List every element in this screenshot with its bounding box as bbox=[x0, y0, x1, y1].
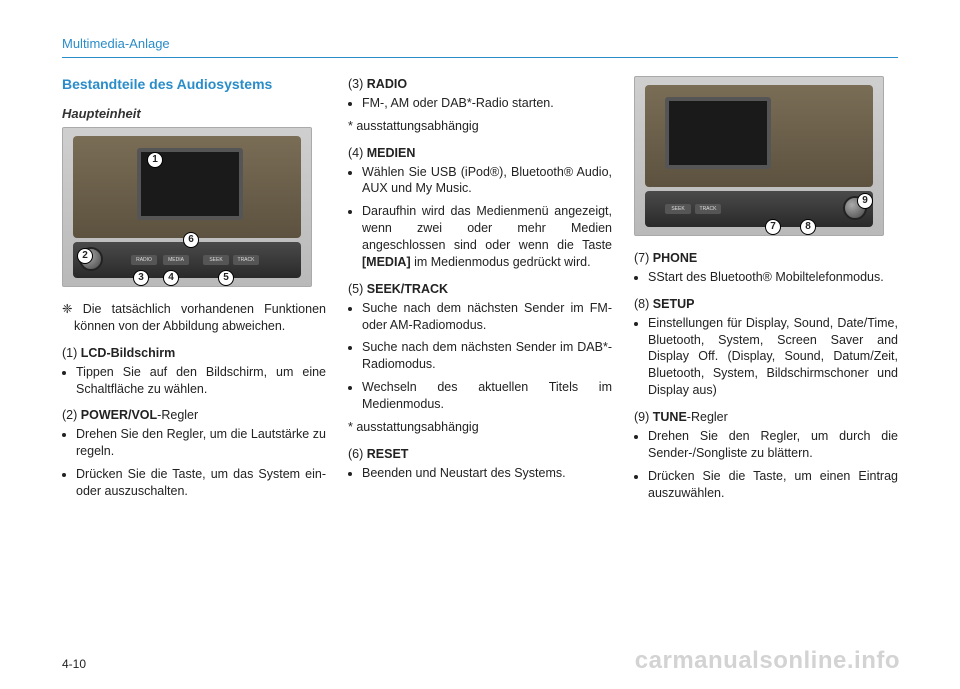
item-4-bullet-a: Wählen Sie USB (iPod®), Bluetooth® Audio… bbox=[362, 164, 612, 198]
item-2-label-rest: -Regler bbox=[157, 408, 198, 422]
fig-btn-media: MEDIA bbox=[163, 255, 189, 265]
item-2-bullet-a: Drehen Sie den Regler, um die Lautstärke… bbox=[76, 426, 326, 460]
callout-6: 6 bbox=[183, 232, 199, 248]
item-7-label: PHONE bbox=[653, 251, 697, 265]
item-9-label-rest: -Regler bbox=[687, 410, 728, 424]
item-2-label-bold: POWER/VOL bbox=[81, 408, 157, 422]
item-4-label: MEDIEN bbox=[367, 146, 416, 160]
item-4-num: (4) bbox=[348, 146, 363, 160]
item-5-bullet-a: Suche nach dem nächsten Sender im FM- od… bbox=[362, 300, 612, 334]
fig2-btn-seek: SEEK bbox=[665, 204, 691, 214]
item-8-head: (8) SETUP bbox=[634, 296, 898, 313]
callout-2: 2 bbox=[77, 248, 93, 264]
section-title: Bestandteile des Audiosystems bbox=[62, 76, 326, 92]
item-7-num: (7) bbox=[634, 251, 649, 265]
item-4-bullets: Wählen Sie USB (iPod®), Bluetooth® Audio… bbox=[348, 164, 612, 271]
item-3-bullet: FM-, AM oder DAB*-Radio starten. bbox=[362, 95, 612, 112]
item-7-bullets: SStart des Bluetooth® Mobiltelefonmodus. bbox=[634, 269, 898, 286]
item-7-head: (7) PHONE bbox=[634, 250, 898, 267]
item-6-label: RESET bbox=[367, 447, 409, 461]
figure-right-panel: SEEK TRACK 7 8 9 bbox=[634, 76, 884, 236]
column-1: Bestandteile des Audiosystems Haupteinhe… bbox=[62, 76, 326, 511]
page-number: 4-10 bbox=[62, 657, 86, 671]
item-3-bullets: FM-, AM oder DAB*-Radio starten. bbox=[348, 95, 612, 112]
note-prefix: ❈ bbox=[62, 302, 72, 316]
item-9-head: (9) TUNE-Regler bbox=[634, 409, 898, 426]
fig-btn-radio: RADIO bbox=[131, 255, 157, 265]
item-5-num: (5) bbox=[348, 282, 363, 296]
item-1-label: LCD-Bildschirm bbox=[81, 346, 175, 360]
item-1-head: (1) LCD-Bildschirm bbox=[62, 345, 326, 362]
item-1-bullet: Tippen Sie auf den Bildschirm, um eine S… bbox=[76, 364, 326, 398]
item-3-num: (3) bbox=[348, 77, 363, 91]
callout-1: 1 bbox=[147, 152, 163, 168]
item-2-head: (2) POWER/VOL-Regler bbox=[62, 407, 326, 424]
callout-7: 7 bbox=[765, 219, 781, 235]
callout-8: 8 bbox=[800, 219, 816, 235]
item-9-num: (9) bbox=[634, 410, 649, 424]
fig2-btn-track: TRACK bbox=[695, 204, 721, 214]
item-5-head: (5) SEEK/TRACK bbox=[348, 281, 612, 298]
figure-note: ❈ Die tatsächlich vorhandenen Funktionen… bbox=[62, 301, 326, 335]
column-3: SEEK TRACK 7 8 9 (7) PHONE SStart des Bl… bbox=[634, 76, 898, 511]
item-1-num: (1) bbox=[62, 346, 77, 360]
media-key-bold: [MEDIA] bbox=[362, 255, 411, 269]
item-8-label: SETUP bbox=[653, 297, 695, 311]
callout-3: 3 bbox=[133, 270, 149, 286]
item-8-num: (8) bbox=[634, 297, 649, 311]
item-5-label: SEEK/TRACK bbox=[367, 282, 448, 296]
item-3-footnote: * ausstattungsabhängig bbox=[348, 118, 612, 135]
item-5-bullets: Suche nach dem nächsten Sender im FM- od… bbox=[348, 300, 612, 413]
fig2-screen bbox=[665, 97, 771, 169]
watermark: carmanualsonline.info bbox=[635, 647, 900, 675]
column-2: (3) RADIO FM-, AM oder DAB*-Radio starte… bbox=[348, 76, 612, 511]
figure-head-unit: RADIO MEDIA SEEK TRACK 1 2 3 4 5 6 bbox=[62, 127, 312, 287]
item-7-bullet: SStart des Bluetooth® Mobiltelefonmodus. bbox=[648, 269, 898, 286]
item-5-footnote: * ausstattungsabhängig bbox=[348, 419, 612, 436]
item-8-bullets: Einstellungen für Display, Sound, Date/T… bbox=[634, 315, 898, 399]
item-6-num: (6) bbox=[348, 447, 363, 461]
item-2-num: (2) bbox=[62, 408, 77, 422]
item-9-label-bold: TUNE bbox=[653, 410, 687, 424]
item-3-label: RADIO bbox=[367, 77, 407, 91]
sub-title: Haupteinheit bbox=[62, 106, 326, 121]
item-2-bullet-b: Drücken Sie die Taste, um das System ein… bbox=[76, 466, 326, 500]
fig-btn-seek: SEEK bbox=[203, 255, 229, 265]
item-4-head: (4) MEDIEN bbox=[348, 145, 612, 162]
item-9-bullet-a: Drehen Sie den Regler, um durch die Send… bbox=[648, 428, 898, 462]
item-3-head: (3) RADIO bbox=[348, 76, 612, 93]
header-divider bbox=[62, 57, 898, 58]
callout-4: 4 bbox=[163, 270, 179, 286]
callout-5: 5 bbox=[218, 270, 234, 286]
item-9-bullet-b: Drücken Sie die Taste, um einen Eintrag … bbox=[648, 468, 898, 502]
chapter-title: Multimedia-Anlage bbox=[62, 36, 898, 51]
item-4-bullet-b: Daraufhin wird das Medienmenü angezeigt,… bbox=[362, 203, 612, 271]
item-8-bullet: Einstellungen für Display, Sound, Date/T… bbox=[648, 315, 898, 399]
fig2-control-panel: SEEK TRACK bbox=[645, 191, 873, 227]
item-5-bullet-b: Suche nach dem nächsten Sender im DAB*-R… bbox=[362, 339, 612, 373]
item-5-bullet-c: Wechseln des aktuellen Titels im Medienm… bbox=[362, 379, 612, 413]
item-9-bullets: Drehen Sie den Regler, um durch die Send… bbox=[634, 428, 898, 502]
item-2-bullets: Drehen Sie den Regler, um die Lautstärke… bbox=[62, 426, 326, 500]
item-1-bullets: Tippen Sie auf den Bildschirm, um eine S… bbox=[62, 364, 326, 398]
item-6-bullet: Beenden und Neustart des Systems. bbox=[362, 465, 612, 482]
item-6-head: (6) RESET bbox=[348, 446, 612, 463]
callout-9: 9 bbox=[857, 193, 873, 209]
fig-btn-track: TRACK bbox=[233, 255, 259, 265]
content-columns: Bestandteile des Audiosystems Haupteinhe… bbox=[62, 76, 898, 511]
item-6-bullets: Beenden und Neustart des Systems. bbox=[348, 465, 612, 482]
note-text: Die tatsächlich vorhandenen Funktionen k… bbox=[74, 302, 326, 333]
